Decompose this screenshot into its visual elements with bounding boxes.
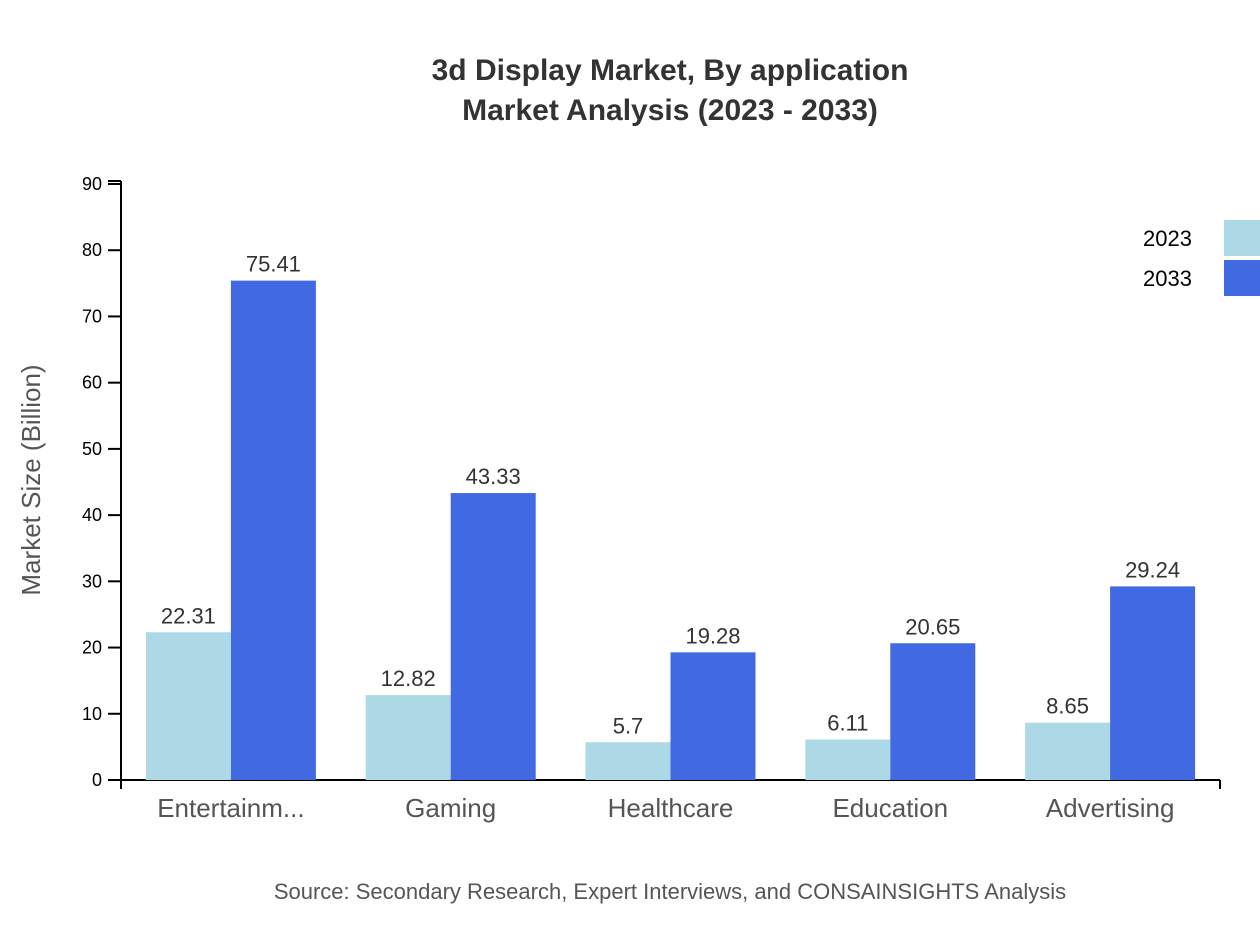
legend-label: 2023 bbox=[1143, 226, 1192, 251]
x-tick-label: Education bbox=[832, 793, 948, 823]
data-label: 8.65 bbox=[1046, 694, 1089, 719]
x-tick-label: Advertising bbox=[1046, 793, 1175, 823]
bar-2033 bbox=[890, 643, 976, 780]
bar-2033 bbox=[230, 280, 316, 780]
bar-2033 bbox=[670, 652, 756, 780]
source-note: Source: Secondary Research, Expert Inter… bbox=[274, 879, 1066, 904]
y-axis-label: Market Size (Billion) bbox=[16, 364, 46, 595]
y-tick-label: 10 bbox=[82, 704, 102, 724]
data-label: 29.24 bbox=[1125, 557, 1180, 582]
data-label: 20.65 bbox=[905, 614, 960, 639]
y-tick-label: 30 bbox=[82, 571, 102, 591]
y-tick-label: 50 bbox=[82, 439, 102, 459]
y-tick-label: 20 bbox=[82, 638, 102, 658]
data-label: 6.11 bbox=[827, 711, 868, 736]
data-label: 19.28 bbox=[685, 623, 740, 648]
bar-2033 bbox=[1110, 586, 1196, 780]
x-tick-label: Healthcare bbox=[608, 793, 734, 823]
bar-2023 bbox=[805, 739, 891, 780]
chart-subtitle: Market Analysis (2023 - 2033) bbox=[462, 94, 878, 127]
y-tick-label: 40 bbox=[82, 505, 102, 525]
chart-title: 3d Display Market, By application bbox=[432, 54, 909, 87]
bar-2023 bbox=[145, 632, 231, 780]
y-tick-label: 60 bbox=[82, 373, 102, 393]
bar-2023 bbox=[585, 742, 671, 780]
legend-swatch bbox=[1224, 260, 1260, 296]
x-tick-label: Gaming bbox=[405, 793, 496, 823]
data-label: 22.31 bbox=[161, 603, 216, 628]
x-tick-label: Entertainm... bbox=[157, 793, 304, 823]
legend-swatch bbox=[1224, 220, 1260, 256]
bar-2023 bbox=[365, 695, 451, 780]
legend-label: 2033 bbox=[1143, 266, 1192, 291]
data-label: 12.82 bbox=[381, 666, 436, 691]
y-tick-label: 70 bbox=[82, 306, 102, 326]
data-label: 43.33 bbox=[466, 464, 521, 489]
data-label: 5.7 bbox=[613, 713, 644, 738]
y-tick-label: 80 bbox=[82, 240, 102, 260]
data-label: 75.41 bbox=[246, 252, 301, 277]
bar-2033 bbox=[450, 493, 536, 780]
y-tick-label: 0 bbox=[92, 770, 102, 790]
bar-2023 bbox=[1025, 722, 1111, 780]
y-tick-label: 90 bbox=[82, 174, 102, 194]
